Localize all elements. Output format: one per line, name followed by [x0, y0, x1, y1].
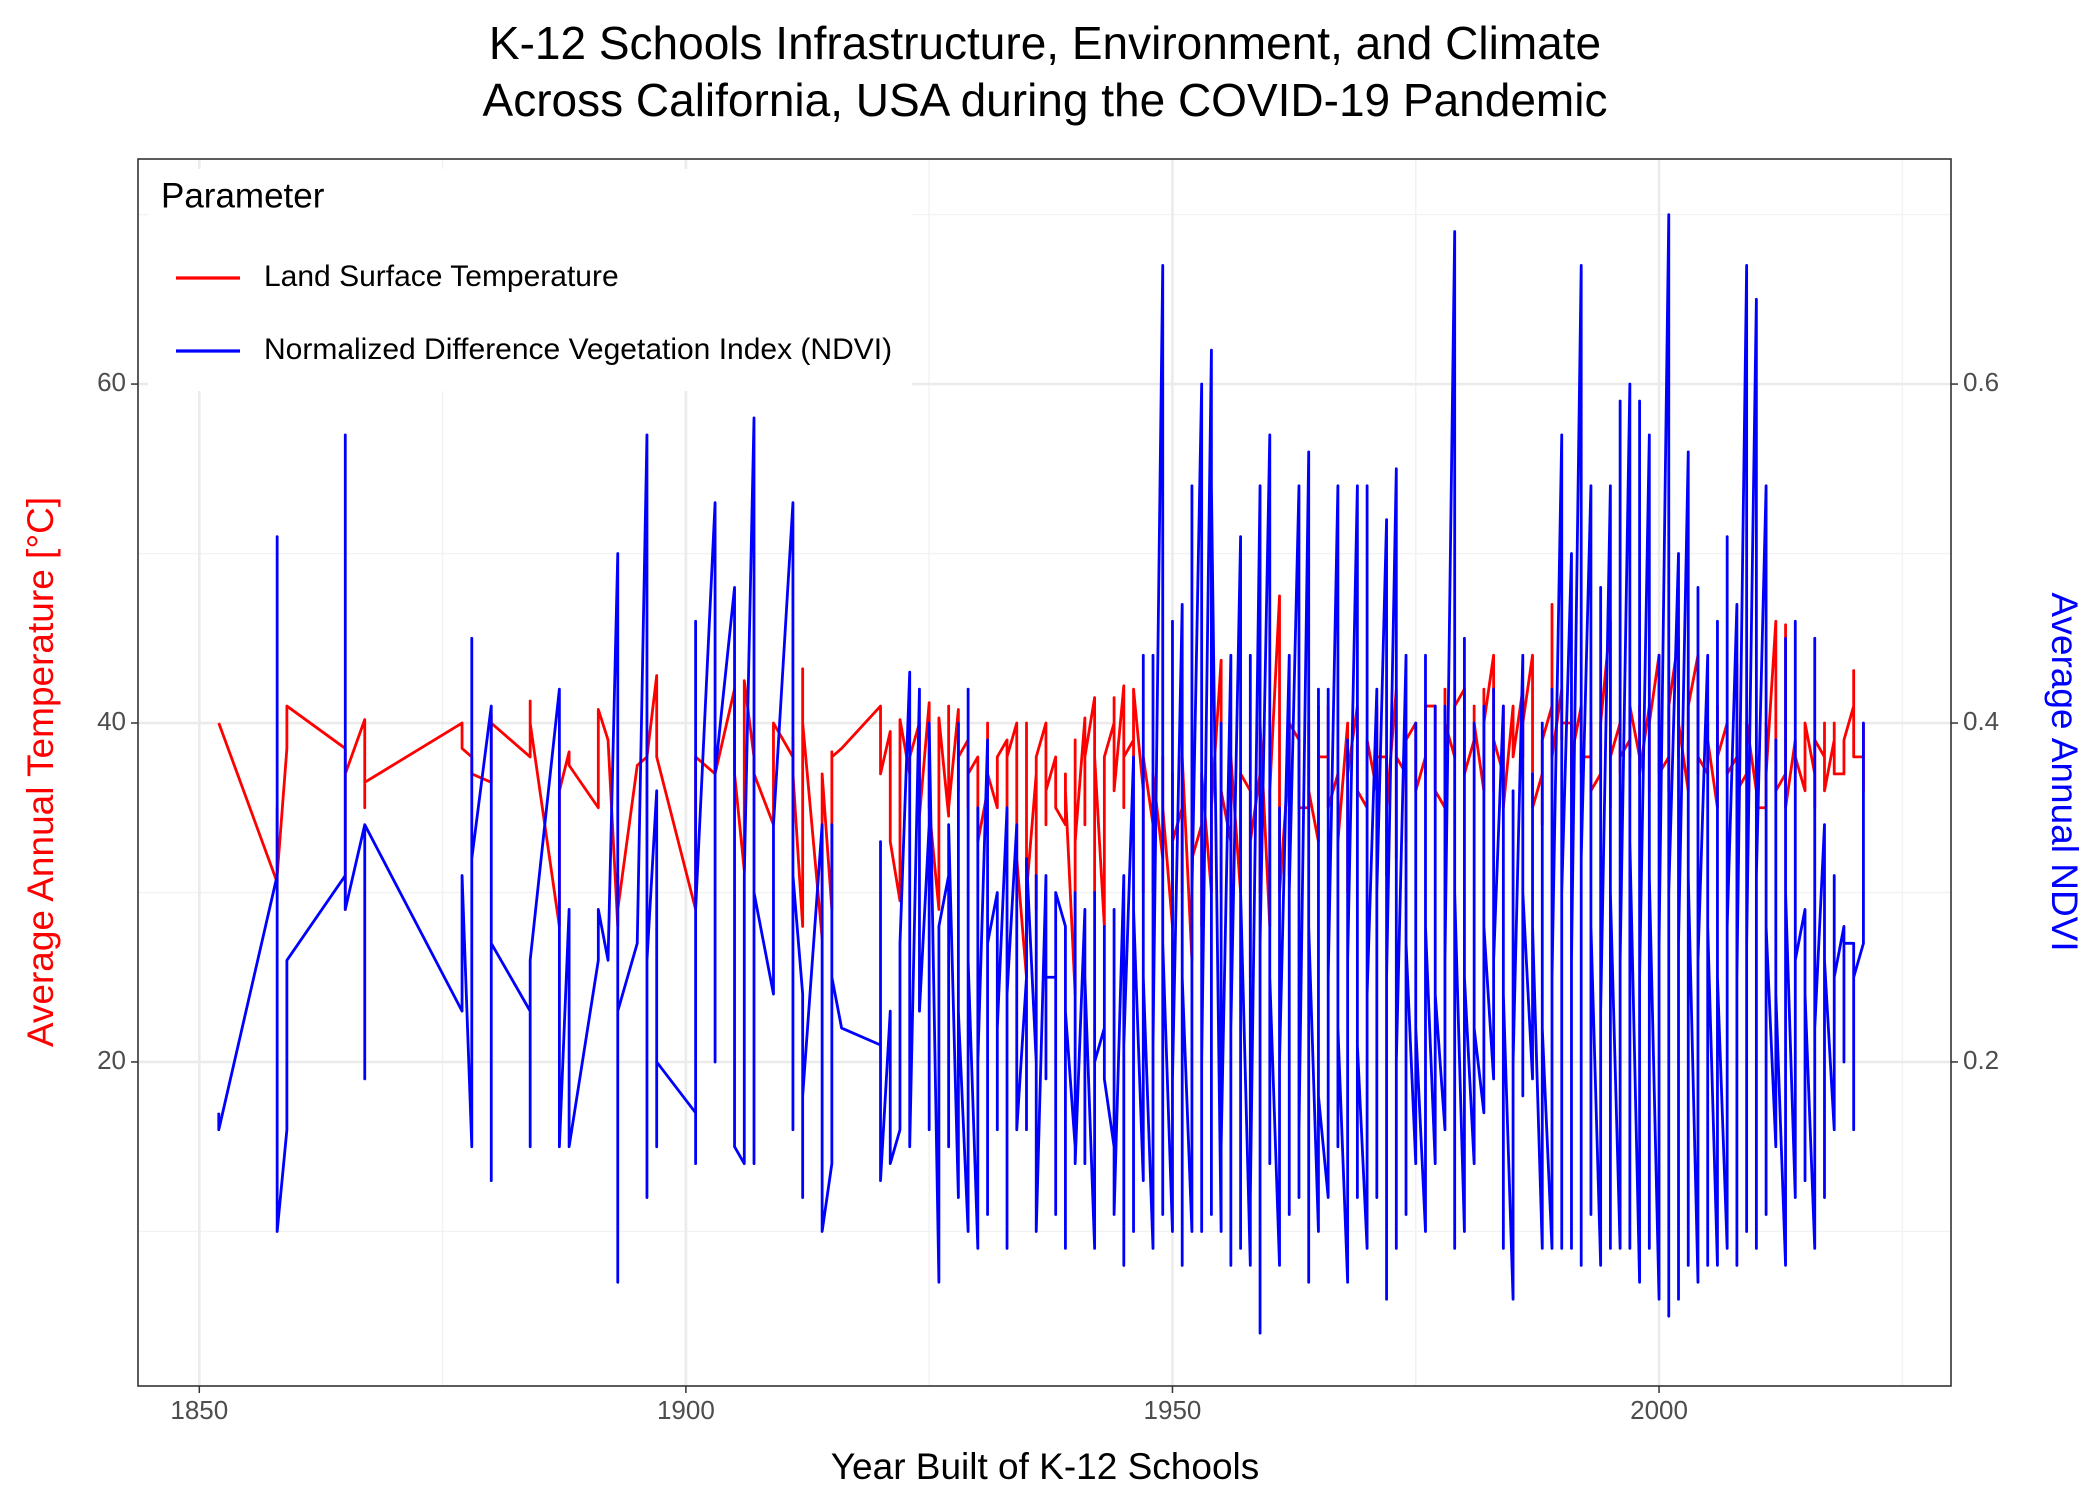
- legend-title: Parameter: [161, 176, 325, 215]
- y-tick-label: 40: [97, 706, 126, 736]
- legend-label: Normalized Difference Vegetation Index (…: [264, 333, 892, 366]
- chart-title: Across California, USA during the COVID-…: [483, 74, 1608, 126]
- legend-background: [148, 169, 913, 391]
- y2-axis-title: Average Annual NDVI: [2044, 592, 2085, 951]
- y2-tick-label: 0.6: [1963, 367, 1999, 397]
- panel-border: [137, 158, 1952, 1387]
- x-tick-label: 1900: [657, 1395, 715, 1425]
- x-tick-label: 1850: [170, 1395, 228, 1425]
- y-tick-label: 60: [97, 367, 126, 397]
- y2-tick-label: 0.2: [1963, 1045, 1999, 1075]
- series-line: [217, 213, 1865, 1335]
- y2-tick-label: 0.4: [1963, 706, 1999, 736]
- x-tick-label: 2000: [1630, 1395, 1688, 1425]
- y-tick-label: 20: [97, 1045, 126, 1075]
- x-axis-title: Year Built of K-12 Schools: [831, 1446, 1260, 1487]
- y-axis-title: Average Annual Temperature [°C]: [20, 497, 61, 1047]
- legend-label: Land Surface Temperature: [264, 260, 619, 293]
- x-tick-label: 1950: [1144, 1395, 1202, 1425]
- legend: Parameter Land Surface Temperature Normali…: [148, 169, 913, 391]
- chart-title: K-12 Schools Infrastructure, Environment…: [489, 17, 1601, 69]
